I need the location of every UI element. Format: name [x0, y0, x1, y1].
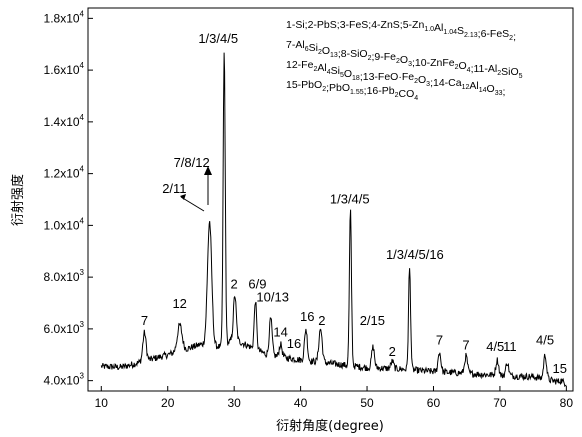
- peak-label: 7/8/12: [174, 155, 210, 170]
- peak-label: 7: [436, 332, 443, 347]
- arrow-7-8-12-head: [204, 166, 212, 175]
- y-tick-label: 1.2x104: [44, 165, 85, 181]
- y-axis-title: 衍射强度: [10, 174, 26, 226]
- y-tick-label: 1.6x104: [44, 61, 85, 77]
- peak-label: 6/9: [248, 277, 266, 292]
- x-tick-label: 60: [427, 396, 441, 410]
- peak-label: 1/3/4/5: [198, 31, 238, 46]
- peak-label: 2/15: [360, 313, 385, 328]
- x-tick-label: 40: [294, 396, 308, 410]
- y-tick-label: 4.0x103: [44, 372, 85, 388]
- peak-label: 14: [273, 325, 287, 340]
- peak-label: 12: [172, 296, 186, 311]
- peak-label: 2: [318, 313, 325, 328]
- x-tick-labels: 10 20 30 40 50 60 70 80: [95, 396, 574, 410]
- arrow-2-11-head: [180, 194, 186, 200]
- x-tick-label: 20: [161, 396, 175, 410]
- peak-label: 2: [389, 344, 396, 359]
- peak-label: 1/3/4/5: [330, 191, 370, 206]
- y-tick-label: 1.8x104: [44, 9, 85, 25]
- phase-legend: 1-Si;2-PbS;3-FeS;4-ZnS;5-Zn1.0Al1.04S2.1…: [286, 19, 523, 102]
- x-tick-label: 50: [360, 396, 374, 410]
- plot-area: [87, 7, 574, 392]
- x-tick-label: 70: [493, 396, 507, 410]
- peak-label: 1/3/4/5/16: [386, 247, 444, 262]
- x-tick-label: 80: [560, 396, 574, 410]
- peak-label: 4/5: [536, 332, 554, 347]
- peak-label: 2: [231, 277, 238, 292]
- peak-label: 2/11: [162, 181, 186, 196]
- peak-label: 7: [141, 313, 148, 328]
- x-tick-label: 10: [95, 396, 109, 410]
- peak-label: 16: [287, 336, 301, 351]
- peak-label: 7: [462, 337, 469, 352]
- peak-label: 11: [503, 339, 517, 354]
- peak-label: 15: [552, 361, 566, 376]
- arrow-2-11: [180, 196, 205, 212]
- y-tick-label: 6.0x103: [44, 320, 85, 336]
- y-tick-label: 1.0x104: [44, 216, 85, 232]
- diffraction-pattern-line: [100, 52, 567, 388]
- peak-label: 10/13: [256, 290, 289, 305]
- x-axis-title: 衍射角度(degree): [276, 418, 384, 434]
- plot-frame: [87, 7, 574, 392]
- axis-ticks: [88, 17, 567, 391]
- peak-label: 4/5: [486, 339, 504, 354]
- peak-label: 16: [300, 309, 314, 324]
- y-tick-labels: 4.0x103 6.0x103 8.0x103 1.0x104 1.2x104 1.4x1…: [44, 9, 85, 387]
- y-tick-label: 8.0x103: [44, 268, 85, 284]
- y-tick-label: 1.4x104: [44, 113, 85, 129]
- peak-arrows: [180, 166, 212, 212]
- x-tick-label: 30: [227, 396, 241, 410]
